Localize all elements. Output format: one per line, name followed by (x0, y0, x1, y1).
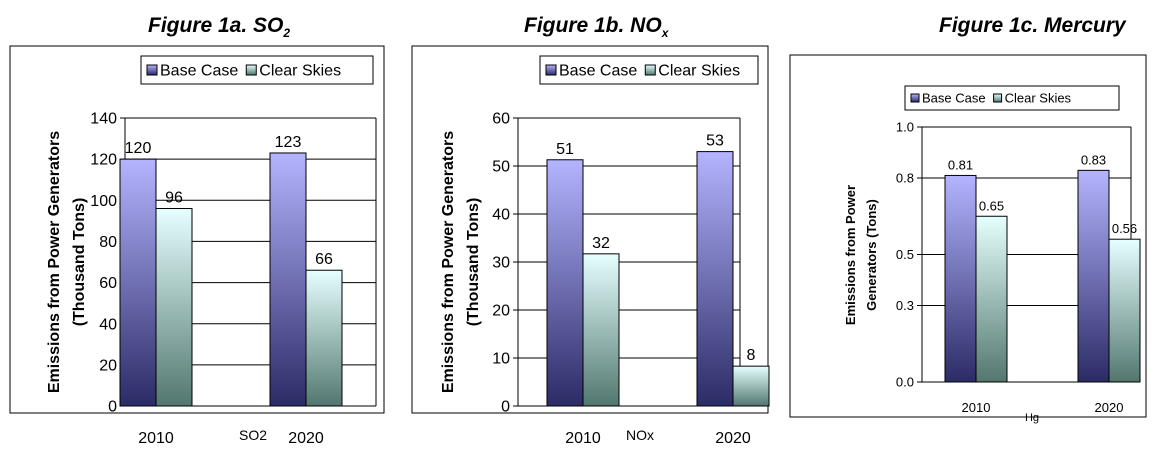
bar (269, 152, 307, 407)
legend-swatch (910, 93, 920, 103)
x-tick-label: 2020 (288, 430, 324, 447)
bar (1077, 169, 1110, 383)
legend-label: Base Case (922, 91, 986, 106)
legend-label: Clear Skies (259, 63, 341, 80)
y-tick-label: 0 (501, 399, 510, 416)
y-tick-label: 1.0 (896, 120, 914, 135)
legend-label: Clear Skies (1005, 91, 1072, 106)
y-tick-label: 0.3 (896, 298, 914, 313)
y-tick-label: 0 (108, 399, 117, 416)
y-axis-label: Emissions from Power (843, 185, 858, 325)
y-axis-label: Emissions from Power Generators (440, 131, 457, 393)
bar (119, 158, 157, 407)
data-label: 0.83 (1081, 152, 1106, 167)
chart-nox: Base Case Clear Skies 0 10 20 30 40 50 60 51 32 201… (411, 45, 770, 447)
y-tick-label: 30 (492, 255, 510, 272)
bar (696, 151, 734, 407)
y-axis-label: Emissions from Power Generators (46, 131, 63, 393)
figure-mercury: Figure 1c. Mercury Base Case Clear Skies 0… (780, 0, 1156, 459)
chart-mercury: Base Case Clear Skies 0.0 0.3 0.5 0.8 1.0 0.81 0… (789, 54, 1147, 424)
data-label: 0.56 (1112, 221, 1137, 236)
y-tick-label: 50 (492, 159, 510, 176)
x-tick-label: 2010 (565, 430, 601, 447)
figure-nox: Figure 1b. NOx Base Case Clear Skies 0 10 20… (400, 0, 780, 459)
legend-swatch (993, 93, 1003, 103)
legend-label: Base Case (559, 63, 637, 80)
y-tick-label: 10 (492, 351, 510, 368)
legend-box (904, 85, 1120, 111)
data-label: 32 (592, 235, 610, 252)
y-axis-label: Generators (Tons) (864, 199, 879, 311)
legend-swatch (545, 64, 557, 76)
bar (155, 208, 193, 407)
data-label: 123 (275, 134, 302, 151)
legend-label: Base Case (160, 63, 238, 80)
bar (975, 215, 1008, 383)
y-tick-label: 20 (492, 303, 510, 320)
bar (732, 365, 770, 407)
legend-swatch (245, 64, 257, 76)
chart-title: Figure 1b. NOx (524, 14, 669, 41)
legend-swatch (644, 64, 656, 76)
data-label: 66 (315, 251, 333, 268)
bar (1108, 238, 1141, 383)
data-label: 96 (165, 190, 183, 207)
x-tick-label: 2010 (138, 430, 174, 447)
y-tick-label: 0.5 (896, 247, 914, 262)
chart-title: Figure 1a. SO2 (148, 14, 291, 41)
y-tick-label: 100 (90, 193, 117, 210)
figure-so2: Figure 1a. SO2 Base Case Clear Skies 0 20 40… (0, 0, 400, 459)
x-tick-label: 2020 (715, 430, 751, 447)
bar (944, 174, 977, 383)
y-tick-label: 120 (90, 152, 117, 169)
chart-title: Figure 1c. Mercury (939, 14, 1126, 37)
legend-swatch (146, 64, 158, 76)
data-label: 8 (747, 347, 756, 364)
x-axis-label: SO2 (239, 427, 267, 443)
data-label: 120 (125, 140, 152, 157)
data-label: 0.65 (979, 198, 1004, 213)
x-tick-label: 2020 (1095, 400, 1124, 415)
chart-so2: Base Case Clear Skies 0 20 40 60 80 100 120 140 12… (9, 45, 385, 447)
y-tick-label: 40 (99, 316, 117, 333)
data-label: 53 (706, 133, 724, 150)
y-axis-label: (Thousand Tons) (71, 198, 88, 327)
y-tick-label: 60 (492, 111, 510, 128)
y-tick-label: 0.0 (896, 375, 914, 390)
y-tick-label: 80 (99, 234, 117, 251)
bar (546, 159, 584, 407)
x-axis-label: NOx (626, 427, 654, 443)
y-tick-label: 20 (99, 357, 117, 374)
data-label: 0.81 (948, 157, 973, 172)
x-tick-label: 2010 (962, 400, 991, 415)
y-tick-label: 40 (492, 207, 510, 224)
bar (305, 269, 343, 407)
y-tick-label: 60 (99, 275, 117, 292)
legend-label: Clear Skies (658, 63, 740, 80)
data-label: 51 (556, 141, 574, 158)
y-tick-label: 0.8 (896, 171, 914, 186)
x-axis-label: Hg (1025, 412, 1039, 424)
y-tick-label: 140 (90, 111, 117, 128)
legend-box (140, 55, 374, 85)
y-axis-label: (Thousand Tons) (465, 198, 482, 327)
bar (582, 253, 620, 407)
